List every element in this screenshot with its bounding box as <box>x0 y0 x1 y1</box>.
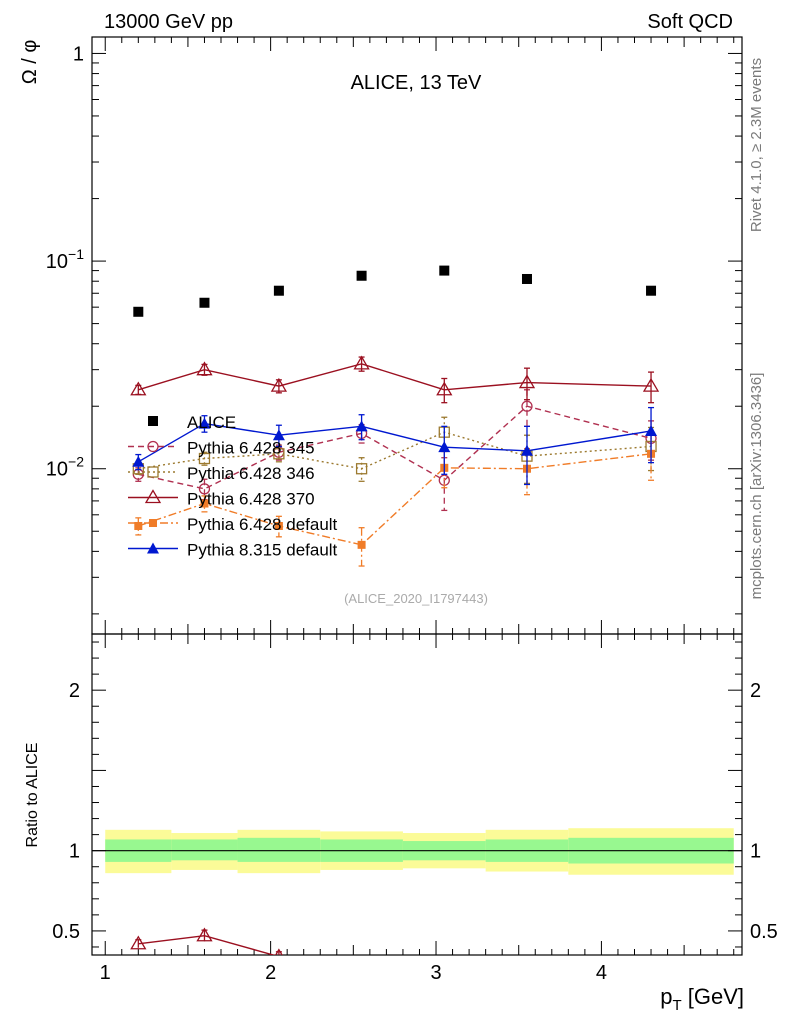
y-tick-label: 10−1 <box>46 246 84 273</box>
data-point <box>273 285 284 296</box>
data-point <box>521 273 532 284</box>
y-axis-label: Ω / φ <box>19 40 41 85</box>
source-info: mcplots.cern.ch [arXiv:1306.3436] <box>748 373 765 600</box>
legend-marker <box>147 440 159 453</box>
rivet-info: Rivet 4.1.0, ≥ 2.3M events <box>748 58 765 232</box>
header-right: Soft QCD <box>647 11 733 33</box>
series-pythia-8-315-default <box>132 406 658 486</box>
ratio-point <box>196 927 213 942</box>
data-point <box>133 306 144 317</box>
data-point <box>642 377 660 392</box>
series-pythia-6-428-370 <box>130 355 660 404</box>
ratio-point <box>130 935 147 950</box>
uncertainty-band-inner <box>237 837 321 862</box>
ratio-series-pythia-6-428-370 <box>130 927 283 955</box>
data-point <box>274 521 283 530</box>
x-tick-label: 1 <box>100 962 111 984</box>
x-tick-label: 4 <box>596 962 607 984</box>
x-tick-label: 3 <box>430 962 441 984</box>
data-point <box>518 374 536 389</box>
data-point <box>436 381 453 396</box>
legend-label: Pythia 6.428 346 <box>187 464 315 483</box>
data-point <box>355 463 368 475</box>
data-point <box>132 455 145 467</box>
legend-entry: Pythia 8.315 default <box>128 541 338 560</box>
legend-label: Pythia 6.428 370 <box>187 490 315 509</box>
legend: ALICE Pythia 6.428 345 Pythia 6.428 346 Pyt… <box>128 413 338 560</box>
ratio-plot-area: 0.5 0.5 1 1 2 2 1 2 3 4 <box>52 633 778 984</box>
ratio-y-tick-label-right: 1 <box>750 841 761 863</box>
data-point <box>134 521 143 530</box>
plot-title: ALICE, 13 TeV <box>351 72 482 94</box>
data-point <box>645 424 658 436</box>
legend-marker <box>144 489 162 504</box>
data-point <box>198 417 211 429</box>
legend-label: Pythia 6.428 345 <box>187 439 315 458</box>
data-point <box>438 441 451 453</box>
data-point <box>521 400 533 412</box>
header-left: 13000 GeV pp <box>104 11 233 33</box>
ratio-plot-frame <box>91 633 743 956</box>
legend-entry: ALICE <box>148 413 236 432</box>
data-point <box>272 429 285 441</box>
data-point <box>353 355 370 370</box>
series-line <box>138 363 652 391</box>
legend-entry: Pythia 6.428 default <box>128 515 338 534</box>
data-point <box>198 483 211 495</box>
data-point <box>199 297 210 308</box>
ratio-y-tick-label: 0.5 <box>52 921 80 943</box>
ratio-y-tick-label: 2 <box>69 680 80 702</box>
data-point <box>200 499 209 508</box>
main-plot-area: 10−2 10−1 1 <box>46 36 743 635</box>
y-tick-label: 10−2 <box>46 454 84 481</box>
data-point <box>646 285 657 296</box>
legend-entry: Pythia 6.428 370 <box>128 489 315 509</box>
ratio-y-axis-label: Ratio to ALICE <box>24 743 41 848</box>
legend-entry: Pythia 6.428 346 <box>128 464 315 483</box>
legend-entry: Pythia 6.428 345 <box>128 439 315 458</box>
legend-marker <box>149 519 157 527</box>
legend-label: ALICE <box>187 413 236 432</box>
uncertainty-band-inner <box>171 839 238 861</box>
data-point <box>439 265 450 276</box>
x-axis-label: pT [GeV] <box>660 984 744 1014</box>
series-alice <box>133 265 657 317</box>
legend-marker <box>148 416 158 426</box>
legend-marker <box>147 466 159 478</box>
legend-marker <box>147 542 159 554</box>
data-point <box>273 448 285 460</box>
data-point <box>130 381 147 396</box>
legend-label: Pythia 6.428 default <box>187 515 338 534</box>
data-point <box>355 420 368 432</box>
data-point <box>196 361 213 376</box>
data-point <box>356 270 367 281</box>
ratio-y-tick-label: 1 <box>69 841 80 863</box>
analysis-label: (ALICE_2020_I1797443) <box>344 591 488 606</box>
y-tick-label: 1 <box>73 43 84 65</box>
series-pythia-6-428-346 <box>132 416 657 485</box>
x-tick-label: 2 <box>265 962 276 984</box>
ratio-y-tick-label-right: 0.5 <box>750 921 778 943</box>
ratio-y-tick-label-right: 2 <box>750 680 761 702</box>
data-point <box>270 377 288 392</box>
legend-label: Pythia 8.315 default <box>187 541 338 560</box>
data-point <box>198 452 211 465</box>
data-point <box>357 540 366 549</box>
data-point <box>520 444 533 456</box>
ratio-line <box>138 935 276 955</box>
